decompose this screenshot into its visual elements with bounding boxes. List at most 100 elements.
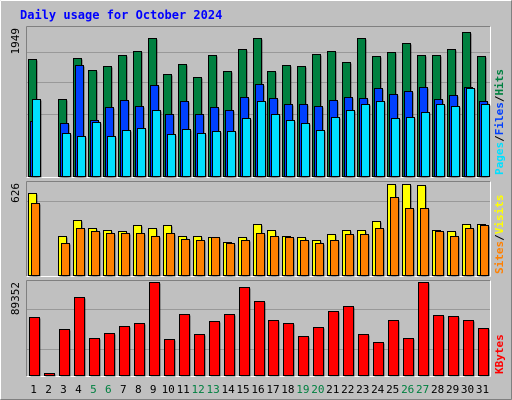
bar-kbytes-30 [463,320,474,376]
x-tick-label-21: 21 [326,383,339,396]
x-tick-label-27: 27 [416,383,429,396]
bar-pages-17 [271,114,280,177]
series-label-hits-files-pages: Pages/Files/Hits [493,69,506,175]
bar-sites-20 [315,243,324,276]
bar-pages-11 [182,129,191,177]
bar-kbytes-26 [403,338,414,376]
bar-kbytes-5 [89,338,100,376]
bar-pages-12 [197,133,206,177]
bar-pages-26 [406,117,415,177]
y-axis-max-label: 626 [9,183,22,203]
x-tick-label-3: 3 [60,383,67,396]
x-tick-label-31: 31 [476,383,489,396]
bar-kbytes-21 [328,311,339,376]
x-tick-label-25: 25 [386,383,399,396]
bar-sites-18 [285,237,294,276]
bar-sites-19 [300,240,309,276]
bar-kbytes-13 [209,321,220,376]
x-tick-label-4: 4 [75,383,82,396]
x-tick-label-1: 1 [30,383,37,396]
bar-kbytes-18 [283,323,294,376]
x-tick-label-8: 8 [135,383,142,396]
bar-kbytes-25 [388,320,399,376]
bar-kbytes-8 [134,323,145,376]
bar-sites-25 [390,197,399,276]
bar-sites-1 [31,203,40,276]
bar-kbytes-7 [119,326,130,376]
panels: 1949 Pages/Files/Hits 626 Sites/Visits 89352… [9,26,506,377]
x-tick-label-13: 13 [206,383,219,396]
series-label-part: / [493,135,506,142]
bar-sites-21 [330,240,339,276]
bar-sites-28 [435,231,444,276]
x-tick-label-16: 16 [251,383,264,396]
bar-pages-28 [436,104,445,177]
bar-pages-21 [331,117,340,177]
bar-kbytes-24 [373,342,384,376]
bar-sites-27 [420,208,429,276]
series-label-part: / [493,95,506,102]
x-tick-label-5: 5 [90,383,97,396]
bar-sites-14 [226,243,235,276]
series-label-part: Visits [493,195,506,235]
x-tick-label-17: 17 [266,383,279,396]
bar-pages-18 [286,120,295,177]
bar-sites-15 [241,240,250,276]
bar-sites-31 [480,225,489,276]
bar-pages-14 [227,131,236,177]
series-label-visits-sites: Sites/Visits [493,195,506,275]
bar-pages-9 [152,110,161,177]
bar-sites-23 [360,234,369,276]
x-tick-label-28: 28 [431,383,444,396]
bar-kbytes-17 [268,320,279,376]
series-label-part: / [493,234,506,241]
panel-kbytes: 89352 KBytes [9,280,506,377]
x-tick-label-9: 9 [150,383,157,396]
bar-sites-7 [121,233,130,276]
bar-kbytes-31 [478,328,489,376]
bar-kbytes-19 [298,336,309,376]
x-axis-labels: 1 2 3 4 5 6 7 8 9 10 11 12 13 14 15 16 17 18 19 20 21 22 23 24 2… [30,383,489,396]
y-axis-max-label: 89352 [9,282,22,315]
bar-pages-23 [361,104,370,177]
y-axis-max-label: 1949 [9,28,22,55]
bar-kbytes-15 [239,287,250,376]
bar-kbytes-4 [74,297,85,376]
bar-sites-3 [61,243,70,276]
x-tick-label-11: 11 [177,383,190,396]
bar-pages-25 [391,118,400,177]
bar-pages-8 [137,128,146,177]
bar-pages-3 [62,133,71,177]
panel-visits-sites: 626 Sites/Visits [9,181,506,277]
bar-kbytes-28 [433,315,444,376]
x-tick-label-15: 15 [236,383,249,396]
x-tick-label-23: 23 [356,383,369,396]
x-tick-label-30: 30 [461,383,474,396]
bar-pages-30 [466,88,475,177]
bar-sites-16 [256,233,265,276]
x-tick-label-29: 29 [446,383,459,396]
bar-sites-8 [136,233,145,276]
bar-kbytes-23 [358,334,369,376]
series-label-part: Files [493,102,506,135]
x-tick-label-10: 10 [162,383,175,396]
x-tick-label-26: 26 [401,383,414,396]
bar-pages-1 [32,99,41,177]
x-tick-label-20: 20 [311,383,324,396]
bar-pages-10 [167,134,176,177]
bar-pages-4 [77,136,86,177]
bar-sites-4 [76,228,85,276]
bar-pages-22 [346,110,355,177]
bar-kbytes-12 [194,334,205,376]
series-label-part: Pages [493,142,506,175]
panel-hits-files-pages: 1949 Pages/Files/Hits [9,26,506,178]
x-tick-label-12: 12 [191,383,204,396]
bar-kbytes-11 [179,314,190,376]
bar-kbytes-9 [149,282,160,376]
bar-kbytes-10 [164,339,175,376]
bar-sites-10 [166,233,175,276]
bar-sites-30 [465,228,474,276]
chart-title: Daily usage for October 2024 [20,8,222,22]
series-label-part: KBytes [493,334,506,374]
bar-kbytes-27 [418,282,429,376]
